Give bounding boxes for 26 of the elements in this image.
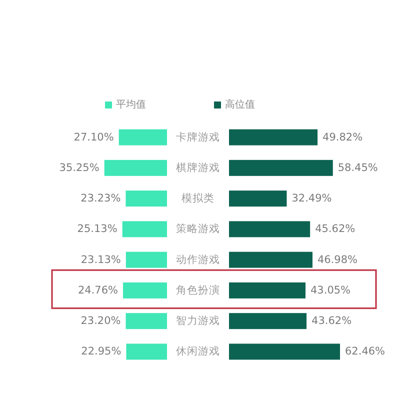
category-label: 模拟类 [182,192,214,205]
legend-label: 平均值 [116,100,146,110]
category-label: 卡牌游戏 [176,131,220,144]
data-label: 58.45% [338,162,378,174]
data-label: 43.62% [312,315,352,328]
legend-label: 高位值 [225,100,255,110]
data-label: 23.13% [80,254,121,266]
category-label: 角色扮演 [176,284,220,296]
data-label: 45.62% [315,223,356,236]
data-label: 23.23% [80,192,121,205]
category-label: 策略游戏 [176,223,220,236]
data-label: 32.49% [292,192,332,205]
data-label: 25.13% [77,223,118,236]
data-label: 46.98% [318,254,358,266]
data-label: 43.05% [310,284,351,296]
category-label: 休闲游戏 [176,346,220,358]
data-label: 22.95% [81,346,122,358]
category-label: 动作游戏 [176,254,220,266]
data-label: 23.20% [80,315,121,328]
data-label: 27.10% [74,131,114,144]
data-label: 49.82% [322,131,363,144]
data-label: 24.76% [78,284,118,296]
category-label: 智力游戏 [176,315,220,328]
category-label: 棋牌游戏 [176,162,220,174]
data-label: 62.46% [345,346,386,358]
data-label: 35.25% [59,162,100,174]
